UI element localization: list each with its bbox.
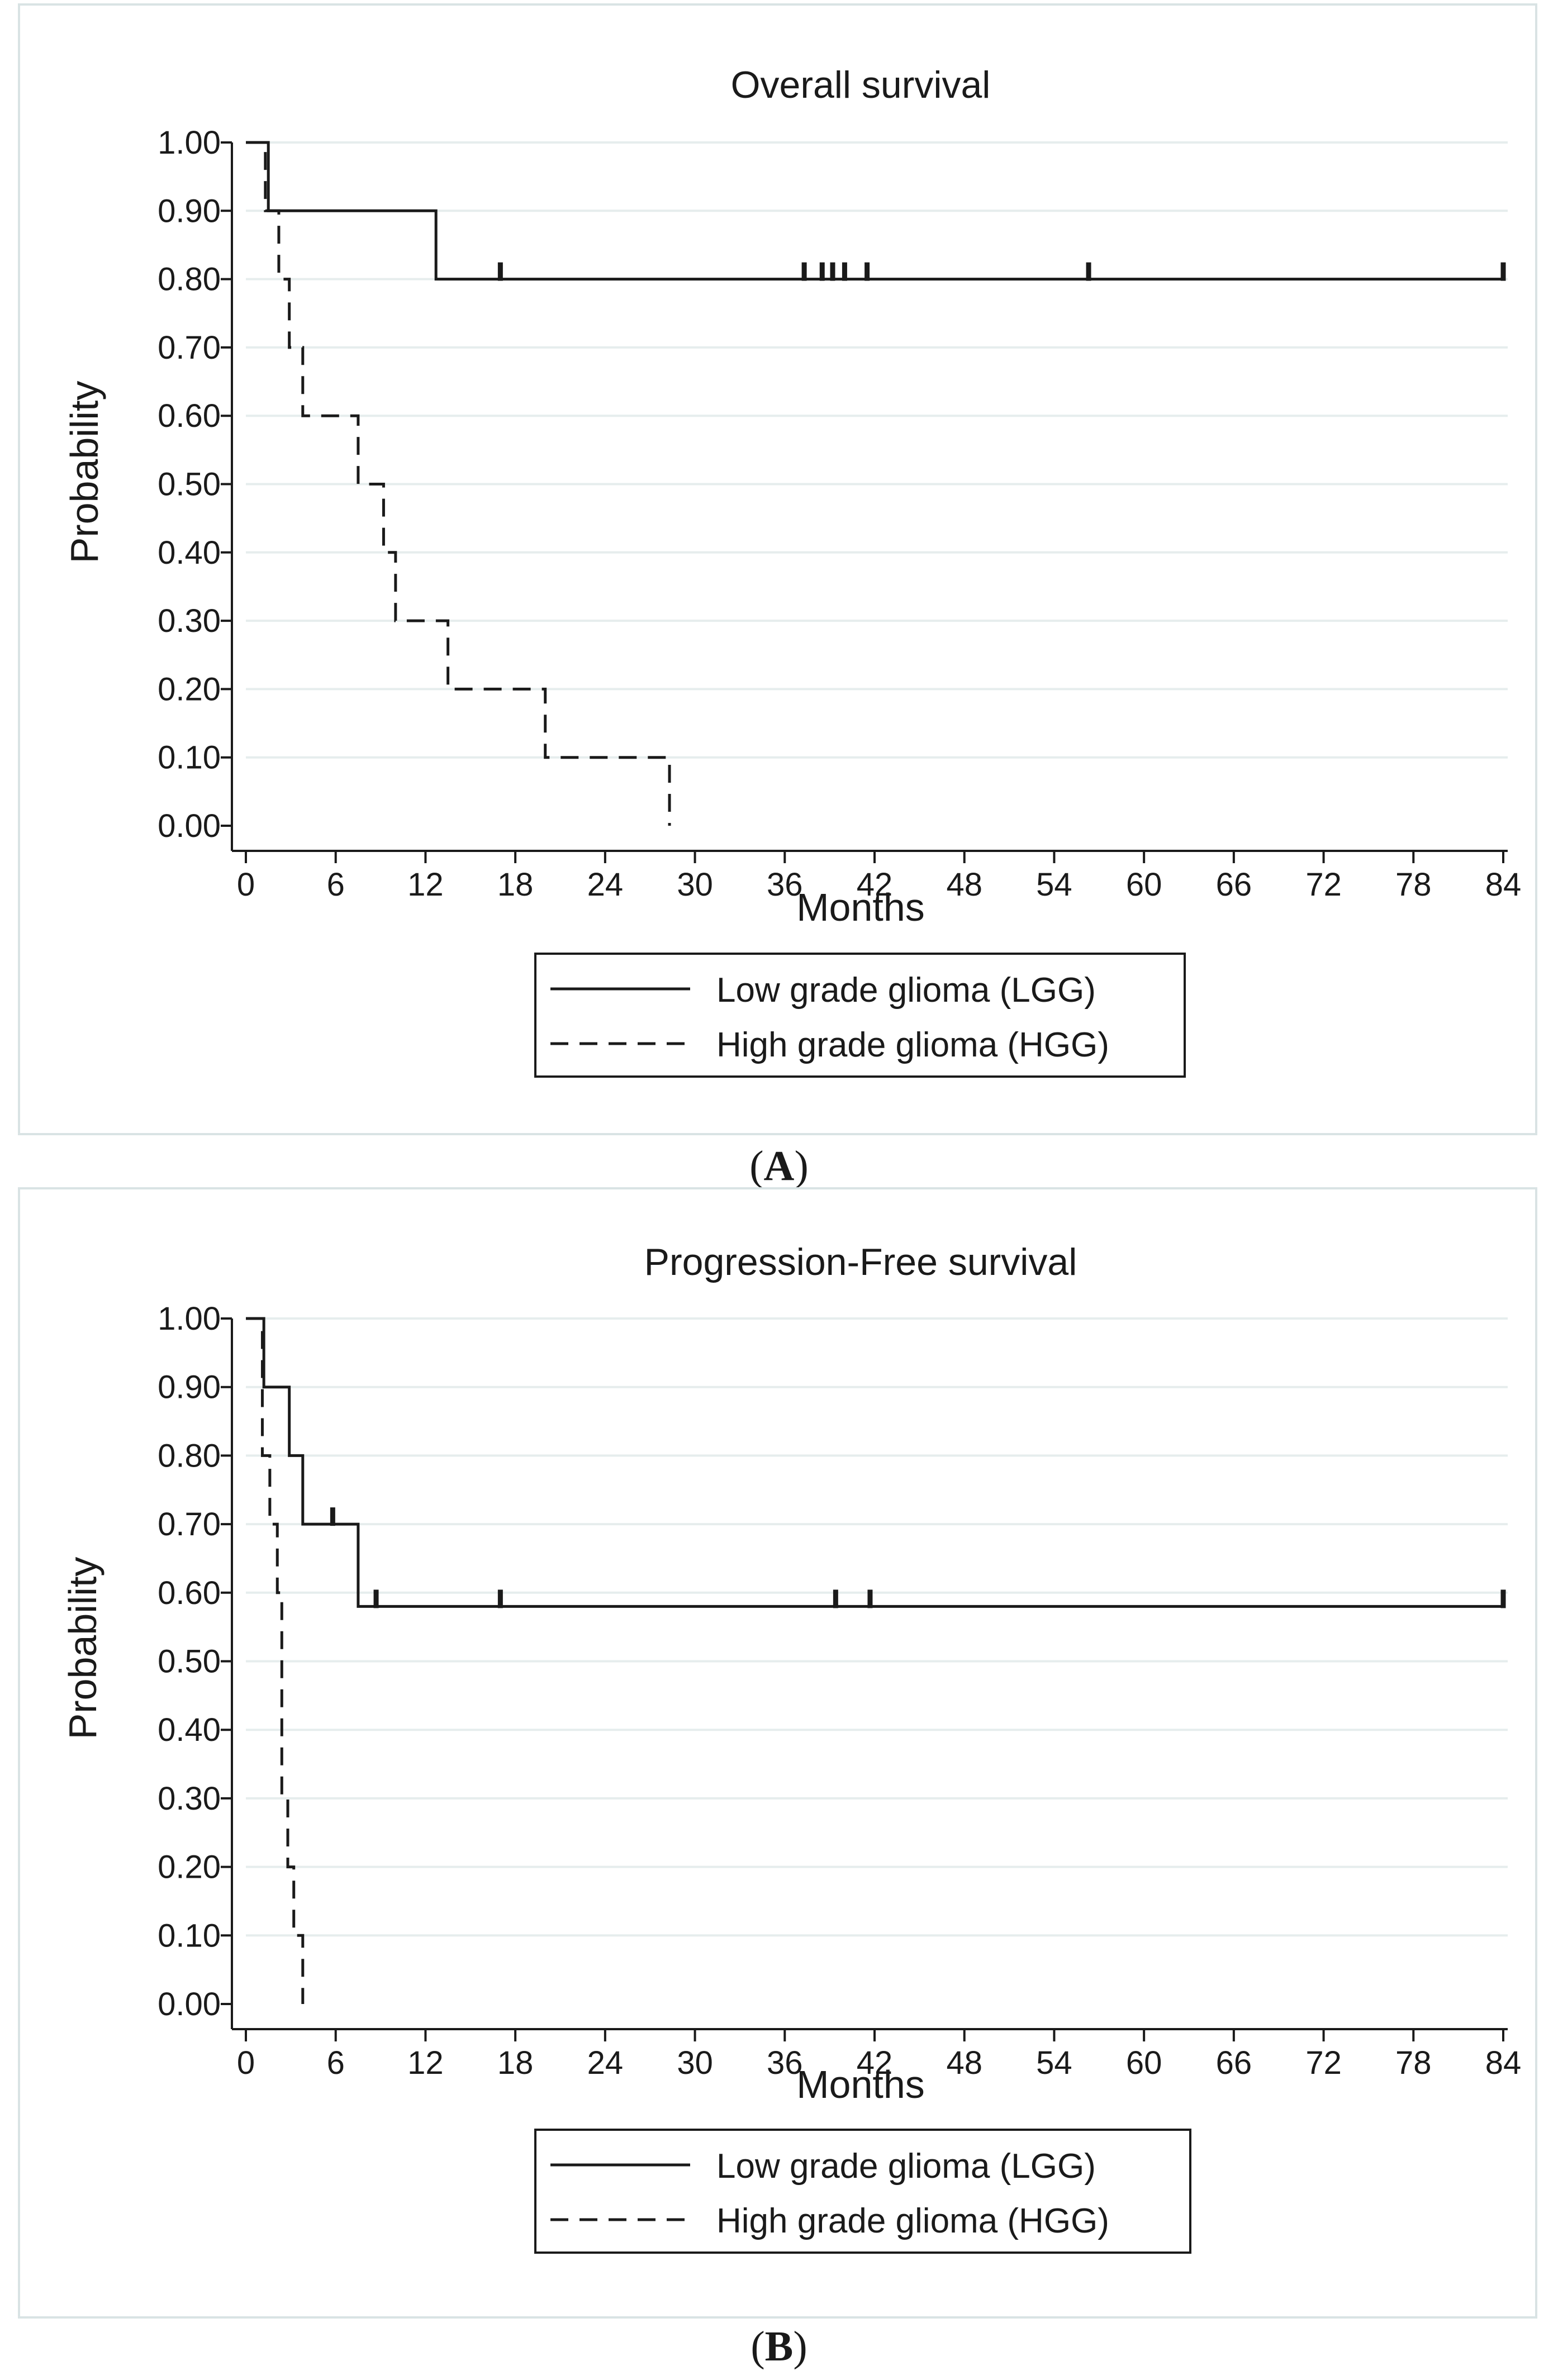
y-axis-title: Probability — [63, 381, 106, 564]
progression-free-survival-panel: 0.00 0.10 0.20 0.30 0.40 0.50 0.60 0.70 0.80 0.90… — [18, 1187, 1537, 2319]
legend-box — [534, 2129, 1191, 2254]
x-tick-label: 24 — [587, 2045, 624, 2081]
x-tick-label: 6 — [327, 2045, 345, 2081]
legend-label-hgg: High grade glioma (HGG) — [716, 2202, 1109, 2240]
x-tick-label: 24 — [587, 867, 624, 903]
y-tick-label: 0.70 — [158, 1506, 221, 1543]
y-tick-label: 0.00 — [158, 808, 221, 844]
x-tick-label: 30 — [677, 2045, 713, 2081]
y-tick-label: 0.80 — [158, 261, 221, 298]
legend: Low grade glioma (LGG) High grade glioma… — [534, 953, 1186, 1078]
x-tick-label: 18 — [497, 867, 534, 903]
legend: Low grade glioma (LGG) High grade glioma… — [534, 2129, 1191, 2254]
x-axis-title: Months — [796, 2063, 925, 2106]
x-tick-label: 72 — [1305, 867, 1342, 903]
y-tick-label: 0.70 — [158, 330, 221, 366]
y-tick-label: 0.90 — [158, 1369, 221, 1406]
x-tick-label: 78 — [1395, 2045, 1432, 2081]
y-tick-label: 0.40 — [158, 535, 221, 571]
y-tick-label: 0.90 — [158, 193, 221, 229]
x-tick-label: 12 — [407, 867, 444, 903]
curve-hgg — [246, 1317, 305, 2004]
axes: 0.00 0.10 0.20 0.30 0.40 0.50 0.60 0.70 0.80 0.90… — [158, 1301, 1521, 2081]
x-tick-label: 66 — [1216, 867, 1252, 903]
x-axis-title: Months — [796, 886, 925, 929]
axes: 0.00 0.10 0.20 0.30 0.40 0.50 0.60 0.70 0.80 0.90… — [158, 125, 1521, 903]
x-tick-label: 30 — [677, 867, 713, 903]
x-tick-label: 78 — [1395, 867, 1432, 903]
y-tick-label: 0.20 — [158, 671, 221, 707]
x-tick-label: 66 — [1216, 2045, 1252, 2081]
y-tick-label: 1.00 — [158, 1301, 221, 1337]
y-tick-label: 1.00 — [158, 125, 221, 161]
x-tick-label: 0 — [237, 867, 255, 903]
curve-lgg — [246, 1317, 1503, 1608]
panel-frame — [18, 3, 1537, 1135]
y-tick-label: 0.30 — [158, 603, 221, 639]
x-tick-label: 84 — [1485, 2045, 1522, 2081]
x-tick-label: 18 — [497, 2045, 534, 2081]
y-tick-label: 0.10 — [158, 740, 221, 776]
x-tick-label: 60 — [1126, 2045, 1162, 2081]
survival-curves — [246, 1317, 1506, 2004]
x-tick-label: 42 — [857, 2045, 893, 2081]
x-tick-label: 48 — [946, 867, 982, 903]
curve-lgg — [246, 141, 1503, 281]
x-tick-label: 48 — [946, 2045, 982, 2081]
y-tick-label: 0.30 — [158, 1781, 221, 1817]
survival-curves — [246, 141, 1506, 826]
y-tick-label: 0.60 — [158, 1575, 221, 1611]
chart-title: Progression-Free survival — [644, 1241, 1077, 1283]
y-axis-title: Probability — [61, 1557, 104, 1740]
x-tick-label: 84 — [1485, 867, 1522, 903]
y-tick-label: 0.50 — [158, 467, 221, 503]
x-tick-label: 54 — [1036, 867, 1072, 903]
y-tick-label: 0.80 — [158, 1437, 221, 1474]
grid-lines — [246, 1317, 1508, 1937]
x-tick-label: 12 — [407, 2045, 444, 2081]
y-tick-label: 0.20 — [158, 1849, 221, 1886]
legend-label-lgg: Low grade glioma (LGG) — [716, 971, 1096, 1010]
x-tick-label: 72 — [1305, 2045, 1342, 2081]
y-tick-label: 0.10 — [158, 1917, 221, 1954]
x-tick-label: 6 — [327, 867, 345, 903]
y-tick-label: 0.50 — [158, 1644, 221, 1680]
curve-hgg — [246, 141, 671, 826]
legend-label-hgg: High grade glioma (HGG) — [716, 1026, 1109, 1064]
overall-survival-panel: 0.00 0.10 0.20 0.30 0.40 0.50 0.60 0.70 0.80 0.90… — [18, 3, 1537, 1135]
x-tick-label: 36 — [767, 867, 803, 903]
x-tick-label: 0 — [237, 2045, 255, 2081]
y-tick-label: 0.00 — [158, 1986, 221, 2022]
panel-label-b-letter: B — [765, 2323, 794, 2370]
legend-label-lgg: Low grade glioma (LGG) — [716, 2147, 1096, 2186]
x-tick-label: 60 — [1126, 867, 1162, 903]
panel-label-b: (B) — [750, 2323, 807, 2370]
chart-title: Overall survival — [731, 64, 991, 106]
panel-label-a: (A) — [749, 1143, 809, 1189]
legend-box — [534, 953, 1186, 1078]
y-tick-label: 0.60 — [158, 398, 221, 434]
x-tick-label: 42 — [857, 867, 893, 903]
x-tick-label: 54 — [1036, 2045, 1072, 2081]
panel-label-a-letter: A — [764, 1143, 795, 1189]
x-tick-label: 36 — [767, 2045, 803, 2081]
y-tick-label: 0.40 — [158, 1712, 221, 1748]
